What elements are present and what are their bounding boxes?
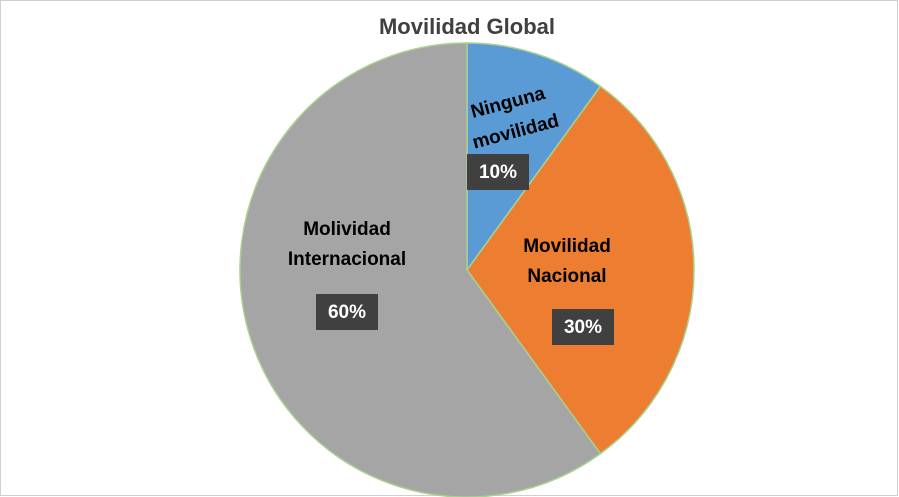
value-label: 60% [328, 302, 366, 323]
pie-slice [466, 42, 602, 273]
chart-title: Movilidad Global [379, 14, 555, 39]
value-box [316, 294, 378, 330]
slice-label: Molividad Internacional [288, 219, 406, 270]
value-box [552, 309, 614, 345]
slice-label: Movilidad Nacional [523, 236, 611, 287]
pie-slice [466, 85, 695, 455]
value-label: 10% [479, 162, 517, 183]
value-box [467, 154, 529, 190]
value-label: 30% [564, 317, 602, 338]
pie-slice [239, 42, 602, 497]
